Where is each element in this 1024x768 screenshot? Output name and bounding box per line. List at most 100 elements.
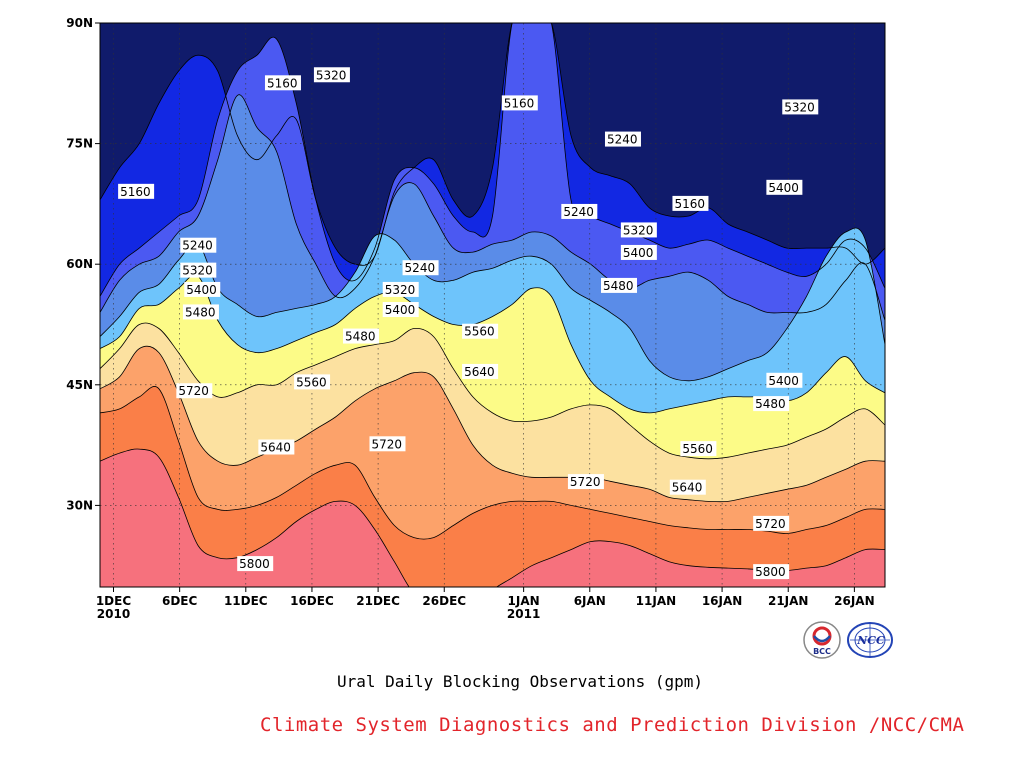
ncc-logo: NCC (847, 622, 893, 658)
contour-label: 5160 (674, 197, 705, 211)
contour-label-bg (567, 474, 604, 490)
contour-line (100, 322, 885, 460)
contour-label: 5160 (504, 96, 535, 110)
contour-label-bg (753, 396, 790, 412)
contour-label: 5400 (186, 283, 217, 297)
contour-label: 5640 (464, 365, 495, 379)
x-tick-label: 6JAN (574, 594, 606, 608)
contour-label-bg (382, 302, 419, 318)
contour-label: 5240 (607, 133, 638, 147)
contour-label: 5320 (316, 68, 347, 82)
x-tick-label: 11DEC (224, 594, 268, 608)
contour-label: 5720 (178, 384, 209, 398)
contour-label: 5400 (623, 246, 654, 260)
contour-label: 5480 (603, 279, 634, 293)
contour-label: 5480 (345, 330, 376, 344)
contour-labels: 5160 5160 5160 5160 5240 5240 5240 5240 5320 5320… (118, 67, 819, 580)
contour-label-bg (753, 564, 790, 580)
contour-label-bg (620, 244, 657, 260)
contour-label: 5720 (371, 437, 402, 451)
x-tick-label: 1JAN (508, 594, 540, 608)
contour-label: 5800 (755, 565, 786, 579)
x-tick-label: 21JAN (768, 594, 809, 608)
contour-label: 5640 (260, 441, 291, 455)
contour-line (100, 23, 885, 266)
contour-label-bg (237, 556, 274, 572)
x-tick-label: 16DEC (290, 594, 334, 608)
y-tick-label: 90N (66, 16, 93, 30)
contour-line (100, 345, 885, 503)
contour-label: 5160 (120, 185, 151, 199)
contour-label-bg (501, 95, 538, 111)
y-tick-label: 45N (66, 378, 93, 392)
contour-label-bg (782, 99, 819, 115)
contour-label: 5560 (682, 442, 713, 456)
contour-label-bg (184, 281, 221, 297)
contour-label: 5800 (239, 557, 270, 571)
contour-label-bg (672, 195, 709, 211)
bcc-logo-text: BCC (813, 647, 831, 656)
contour-label-bg (402, 260, 439, 276)
contour-label-bg (669, 479, 706, 495)
contour-label: 5560 (296, 375, 327, 389)
x-tick-sublabel: 2010 (97, 607, 130, 621)
contour-label-bg (601, 277, 638, 293)
contour-label-bg (561, 203, 598, 219)
contour-label-bg (313, 67, 350, 83)
contour-label: 5320 (784, 100, 815, 114)
contour-label-bg (753, 515, 790, 531)
contour-line (100, 94, 885, 321)
contour-line (100, 23, 885, 297)
x-tick-label: 16JAN (702, 594, 743, 608)
contour-label-bg (294, 374, 331, 390)
contour-label-bg (766, 372, 803, 388)
contour-label-bg (258, 439, 295, 455)
x-tick-label: 1DEC (96, 594, 132, 608)
contour-label-bg (118, 183, 155, 199)
contour-label: 5720 (755, 517, 786, 531)
contour-label-bg (680, 441, 717, 457)
contour-label: 5320 (385, 283, 416, 297)
contour-label: 5480 (185, 305, 216, 319)
contour-label-bg (264, 75, 301, 91)
contour-label-bg (620, 222, 657, 238)
y-tick-label: 60N (66, 257, 93, 271)
contour-label: 5720 (570, 475, 601, 489)
contour-label-bg (462, 363, 499, 379)
contour-line (100, 227, 885, 382)
x-tick-label: 26JAN (834, 594, 875, 608)
bcc-logo: BCC (803, 621, 841, 659)
contour-label-bg (462, 323, 499, 339)
contour-label: 5400 (385, 303, 416, 317)
contour-label: 5480 (755, 397, 786, 411)
y-tick-label: 30N (66, 498, 93, 512)
contour-label-bg (604, 131, 641, 147)
contour-label-bg (180, 262, 217, 278)
contour-label: 5240 (405, 261, 436, 275)
x-tick-label: 6DEC (162, 594, 198, 608)
contour-label: 5320 (623, 223, 654, 237)
contour-label: 5240 (563, 205, 594, 219)
x-tick-label: 26DEC (422, 594, 466, 608)
credit-text: Climate System Diagnostics and Predictio… (260, 714, 965, 736)
x-tick-sublabel: 2011 (507, 607, 540, 621)
contour-label: 5160 (267, 76, 298, 90)
x-tick-label: 21DEC (356, 594, 400, 608)
contour-label: 5560 (464, 325, 495, 339)
ncc-logo-text: NCC (856, 634, 885, 647)
contour-label-bg (382, 281, 419, 297)
contour-label-bg (766, 179, 803, 195)
contour-label-bg (343, 328, 380, 344)
contour-label-bg (176, 383, 213, 399)
contour-label: 5240 (182, 239, 213, 253)
contour-label-bg (369, 436, 406, 452)
chart-title: Ural Daily Blocking Observations (gpm) (336, 672, 704, 691)
contour-label: 5640 (672, 481, 703, 495)
x-tick-label: 11JAN (636, 594, 677, 608)
contour-label: 5320 (182, 264, 213, 278)
contour-label-bg (180, 237, 217, 253)
contour-label-bg (182, 304, 219, 320)
contour-label: 5400 (768, 181, 799, 195)
